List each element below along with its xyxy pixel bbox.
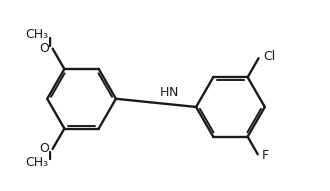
Text: CH₃: CH₃: [25, 156, 49, 169]
Text: O: O: [39, 42, 49, 55]
Text: Cl: Cl: [263, 50, 276, 63]
Text: H: H: [160, 86, 169, 99]
Text: N: N: [169, 86, 179, 99]
Text: F: F: [262, 149, 269, 162]
Text: O: O: [39, 142, 49, 155]
Text: CH₃: CH₃: [25, 28, 49, 41]
